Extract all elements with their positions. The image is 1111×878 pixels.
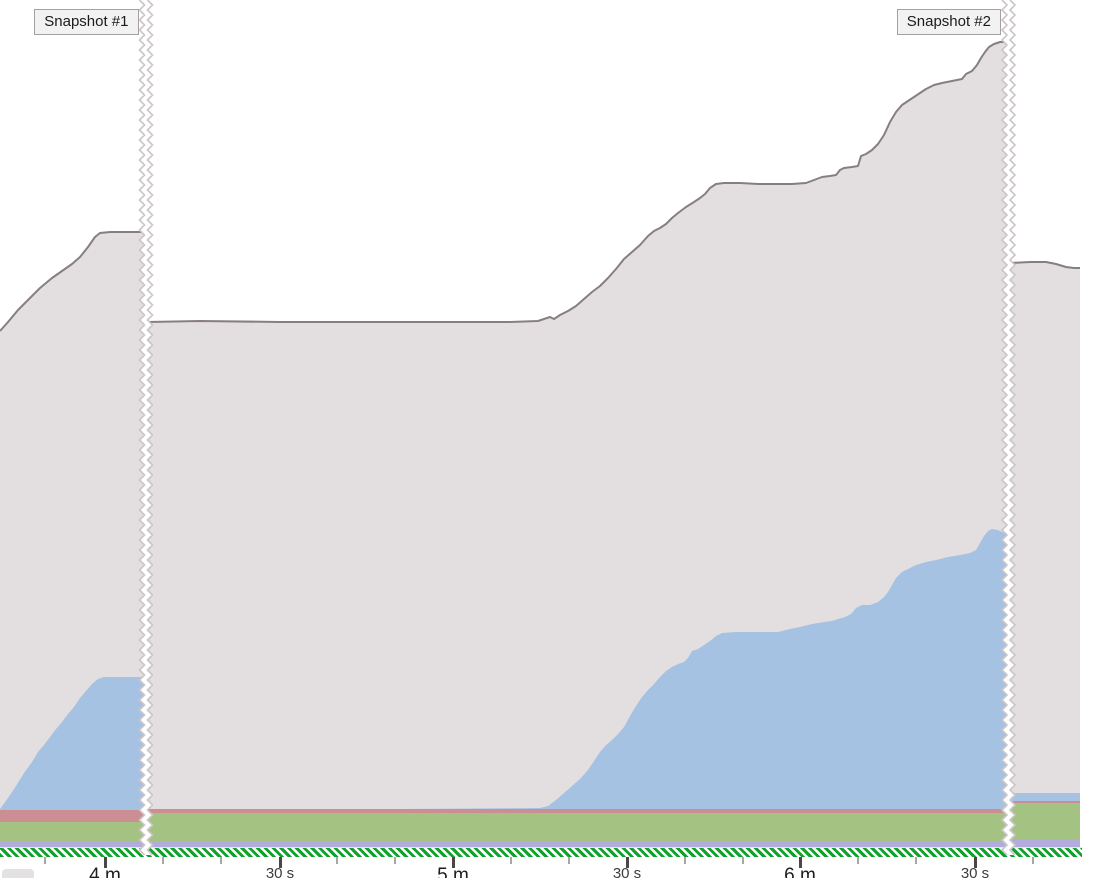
series-lavender-area bbox=[148, 841, 1010, 847]
tick-label-30s: 30 s bbox=[265, 865, 295, 878]
tick-label-6m: 6 m bbox=[784, 865, 816, 878]
series-lavender-area bbox=[1010, 840, 1080, 847]
series-green-area bbox=[0, 822, 148, 847]
minor-tick bbox=[162, 857, 164, 864]
major-tick bbox=[278, 857, 282, 868]
series-green-area bbox=[1010, 803, 1080, 847]
series-lavender-area bbox=[0, 841, 148, 847]
minor-tick bbox=[1032, 857, 1034, 864]
minor-tick bbox=[44, 857, 46, 864]
snapshot-1-label[interactable]: Snapshot #1 bbox=[34, 9, 139, 35]
separator-zigzag-edge bbox=[1000, 0, 1009, 856]
series-green-area bbox=[148, 813, 1010, 847]
major-tick bbox=[973, 857, 977, 868]
major-tick bbox=[625, 857, 629, 868]
series-blue-area bbox=[0, 677, 148, 847]
minor-tick bbox=[336, 857, 338, 864]
series-blue-area bbox=[148, 529, 1010, 847]
separator-zigzag-edge bbox=[138, 0, 146, 856]
snapshot-2-label[interactable]: Snapshot #2 bbox=[896, 9, 1001, 35]
minor-tick bbox=[394, 857, 396, 864]
session-hatch-band bbox=[0, 847, 1082, 857]
separator-zigzag-edge bbox=[1008, 0, 1017, 856]
snapshot-separator-band-2 bbox=[1002, 0, 1015, 855]
major-tick bbox=[103, 857, 107, 868]
major-tick bbox=[798, 857, 802, 868]
separator-zigzag-edge bbox=[146, 0, 154, 856]
series-gray-total-line bbox=[1009, 261, 1080, 269]
tick-label-5m: 5 m bbox=[437, 865, 469, 878]
minor-tick bbox=[568, 857, 570, 864]
tick-label-30s: 30 s bbox=[960, 865, 990, 878]
series-gray-total-area bbox=[1010, 262, 1080, 847]
tick-label-30s: 30 s bbox=[612, 865, 642, 878]
snapshot-separator-band-1 bbox=[139, 0, 153, 855]
minor-tick bbox=[220, 857, 222, 864]
minor-tick bbox=[742, 857, 744, 864]
minor-tick bbox=[857, 857, 859, 864]
series-gray-total-line bbox=[0, 231, 148, 332]
tick-label-4m: 4 m bbox=[89, 865, 121, 878]
clipped-label-fragment bbox=[2, 869, 34, 878]
series-gray-total-line bbox=[147, 41, 1010, 323]
minor-tick bbox=[684, 857, 686, 864]
major-tick bbox=[451, 857, 455, 868]
minor-tick bbox=[915, 857, 917, 864]
minor-tick bbox=[510, 857, 512, 864]
